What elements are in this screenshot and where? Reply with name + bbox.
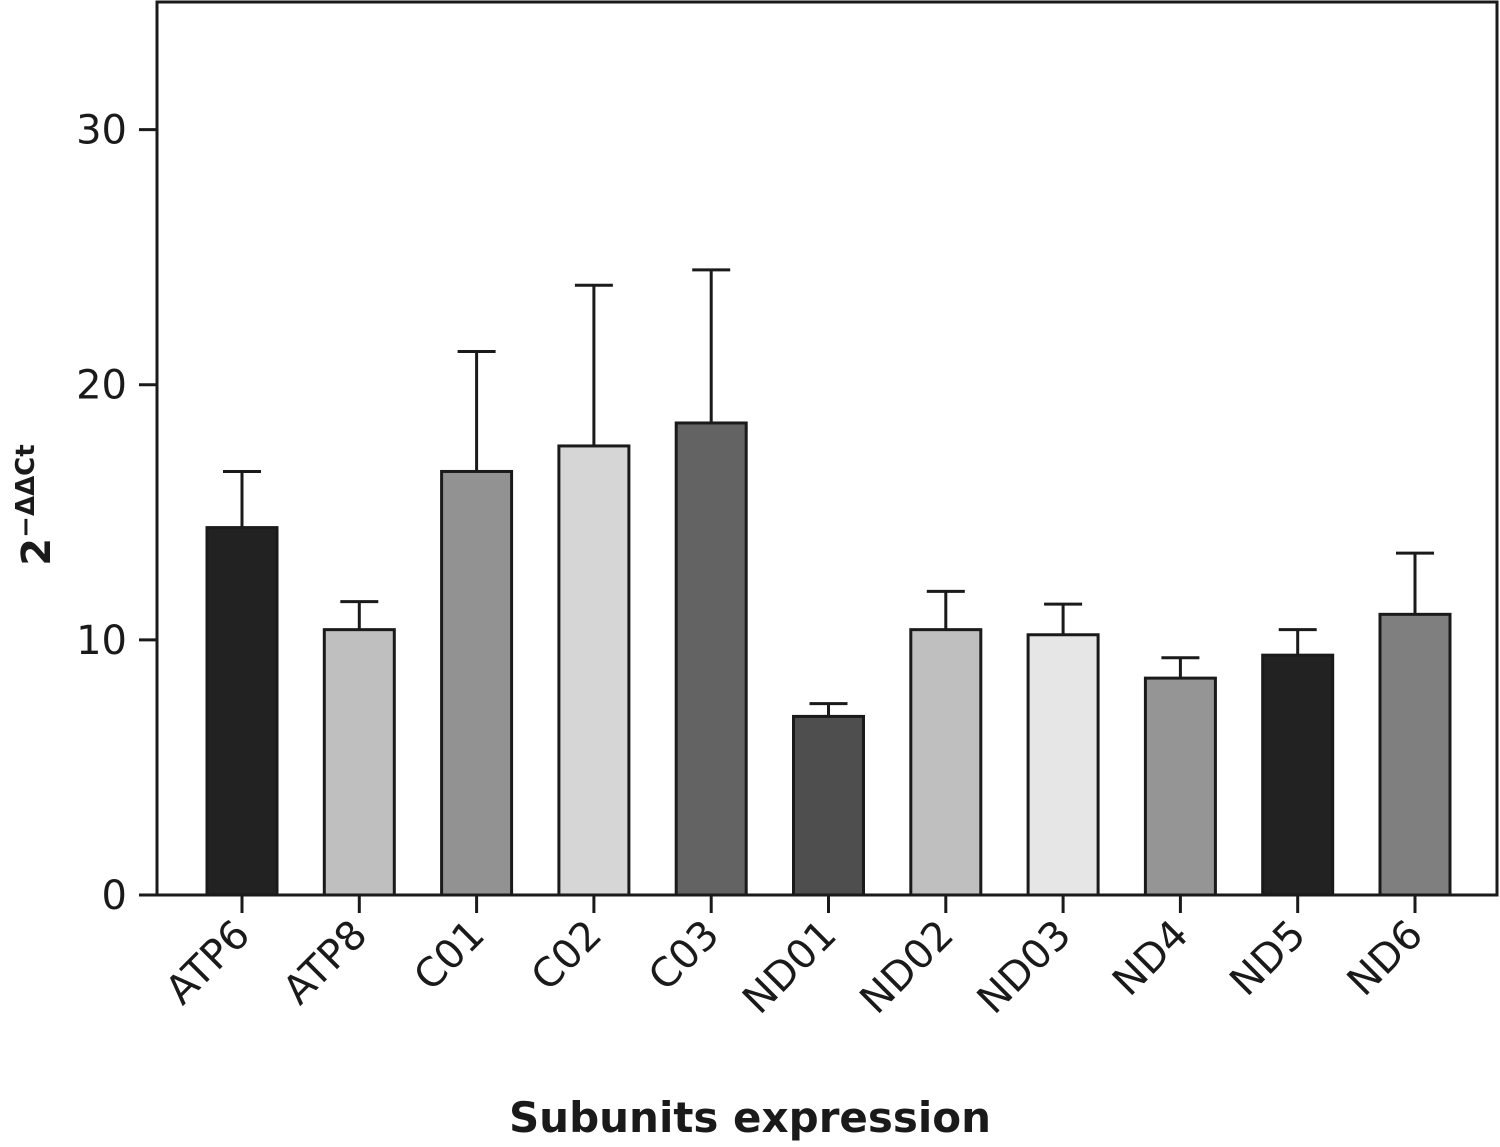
x-tick-label: ND01 xyxy=(734,912,845,1023)
y-tick-label: 30 xyxy=(76,108,127,154)
bars xyxy=(205,268,1452,897)
y-axis-ticks: 0 10 20 30 xyxy=(76,108,157,919)
x-axis-title: Subunits expression xyxy=(509,1093,991,1142)
x-tick-label: ATP6 xyxy=(157,912,259,1014)
y-tick-label: 10 xyxy=(76,618,127,664)
y-axis-title-exponent: −ΔΔCt xyxy=(11,444,41,538)
x-tick-label: ND5 xyxy=(1221,912,1314,1005)
y-axis-title-base: 2 xyxy=(14,538,60,566)
x-tick-label: ND03 xyxy=(969,912,1080,1023)
y-tick-label: 0 xyxy=(102,873,127,919)
svg-text:2−ΔΔCt: 2−ΔΔCt xyxy=(11,444,60,565)
bar-nd6 xyxy=(1378,612,1452,897)
bar-atp8 xyxy=(322,628,396,897)
x-tick-label: ND6 xyxy=(1339,912,1432,1005)
y-tick-label: 20 xyxy=(76,363,127,409)
bar-nd4 xyxy=(1143,676,1217,897)
y-axis-title: 2−ΔΔCt xyxy=(11,444,60,565)
bar-nd5 xyxy=(1261,653,1335,897)
bar-c01 xyxy=(440,469,514,897)
bar-c03 xyxy=(674,421,748,897)
bar-atp6 xyxy=(205,526,279,897)
bar-nd01 xyxy=(792,714,865,897)
x-tick-label: ATP8 xyxy=(274,912,376,1014)
bar-c02 xyxy=(557,444,631,897)
bar-nd03 xyxy=(1026,633,1100,897)
x-tick-label: ND02 xyxy=(851,912,962,1023)
bar-nd02 xyxy=(909,628,983,897)
x-axis-ticks: ATP6 ATP8 C01 C02 C03 ND01 ND02 ND03 ND4 ND5 ND6 xyxy=(157,895,1432,1023)
x-tick-label: C02 xyxy=(523,912,611,1000)
x-tick-label: C01 xyxy=(405,912,493,1000)
x-tick-label: ND4 xyxy=(1104,912,1197,1005)
x-tick-label: C03 xyxy=(640,912,728,1000)
